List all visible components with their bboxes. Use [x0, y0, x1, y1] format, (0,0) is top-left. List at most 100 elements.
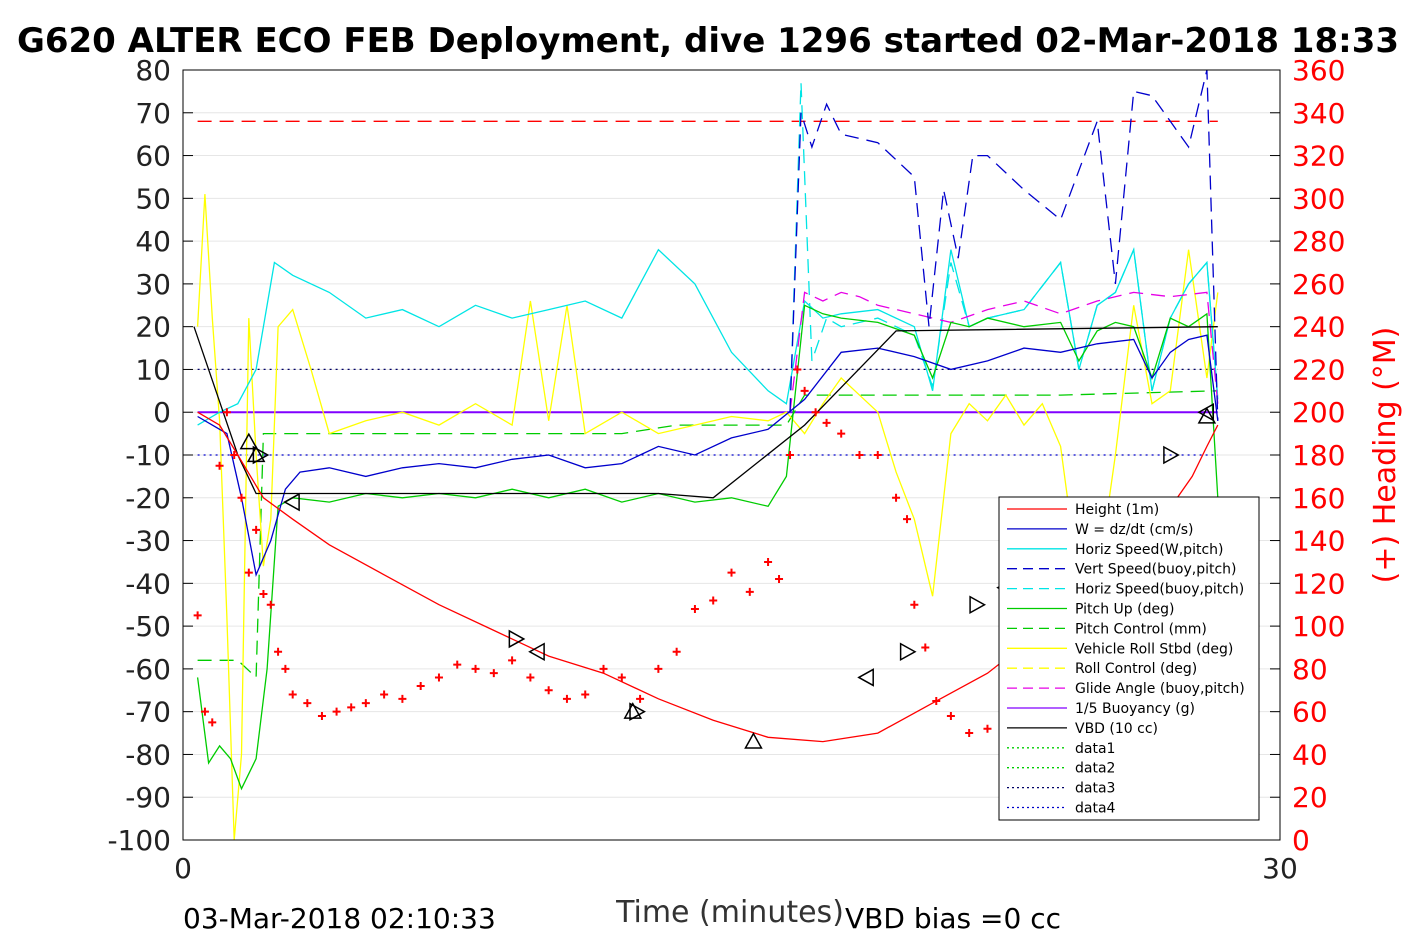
right-tick-label: 280: [1292, 225, 1345, 258]
heading-point: [222, 408, 231, 417]
legend-label: Vehicle Roll Stbd (deg): [1075, 641, 1233, 657]
heading-point: [380, 690, 389, 699]
heading-point: [317, 711, 326, 720]
heading-point: [946, 711, 955, 720]
heading-point: [690, 605, 699, 613]
legend-label: VBD (10 cc): [1075, 721, 1158, 737]
turn-marker: [252, 445, 270, 465]
right-tick-label: 140: [1292, 525, 1345, 558]
left-tick-label: -60: [125, 653, 171, 686]
right-tick-label: 120: [1292, 567, 1345, 600]
series-pitch-up: [196, 304, 1219, 791]
legend-label: data3: [1075, 781, 1115, 797]
heading-point: [837, 429, 846, 438]
turn-marker: [629, 702, 646, 721]
right-tick-label: 180: [1292, 439, 1345, 472]
right-tick-label: 220: [1292, 353, 1345, 386]
right-axis-ticks: 3603403203002802602402202001801601401201…: [1270, 54, 1345, 857]
right-tick-label: 80: [1292, 653, 1328, 686]
legend-label: Glide Angle (buoy,pitch): [1075, 681, 1245, 697]
turn-marker: [528, 642, 545, 662]
right-tick-label: 300: [1292, 182, 1345, 215]
footer-vbd-bias: VBD bias =0 cc: [845, 902, 1061, 935]
right-tick-label: 60: [1292, 696, 1328, 729]
heading-point: [266, 600, 275, 609]
heading-point: [398, 694, 407, 703]
x-axis-label: Time (minutes): [615, 895, 844, 930]
left-tick-label: -50: [125, 610, 171, 643]
turn-marker: [899, 642, 917, 662]
legend-label: Pitch Up (deg): [1075, 602, 1174, 618]
turn-marker: [969, 595, 987, 614]
heading-point: [822, 418, 831, 427]
heading-point: [303, 699, 312, 708]
legend-label: Height (1m): [1075, 502, 1159, 518]
heading-point: [965, 729, 974, 738]
heading-point: [727, 568, 736, 577]
heading-point: [281, 664, 290, 673]
right-tick-label: 20: [1292, 781, 1328, 814]
heading-point: [811, 408, 820, 417]
heading-point: [244, 568, 253, 577]
heading-point: [200, 707, 209, 716]
heading-point: [921, 643, 930, 652]
heading-point: [636, 694, 645, 703]
left-tick-label: 50: [135, 182, 171, 215]
heading-point: [274, 647, 283, 656]
heading-point: [526, 673, 535, 682]
heading-point: [903, 515, 912, 524]
left-tick-label: 30: [135, 268, 171, 301]
heading-point: [508, 656, 517, 665]
left-tick-label: 40: [135, 225, 171, 258]
left-tick-label: -100: [107, 824, 171, 857]
left-tick-label: -80: [125, 738, 171, 771]
turn-marker: [1197, 402, 1215, 422]
heading-point: [617, 673, 626, 682]
turn-marker: [1197, 406, 1217, 424]
series-w: [197, 334, 1219, 578]
heading-point: [709, 596, 718, 605]
heading-point: [434, 673, 443, 682]
right-tick-label: 260: [1292, 268, 1345, 301]
right-tick-label: 100: [1292, 610, 1345, 643]
heading-point: [215, 461, 224, 470]
left-axis-ticks: 80 70 60 50 40 30 20 10 0 -10 -20 -30 -40 -50 -60 -70 -8…: [107, 54, 193, 857]
turn-marker: [1163, 445, 1180, 465]
turn-marker: [744, 732, 763, 749]
legend-label: Vert Speed(buoy,pitch): [1075, 562, 1237, 578]
left-tick-label: 80: [135, 54, 171, 87]
heading-point: [786, 451, 795, 459]
series-roll: [196, 194, 1219, 841]
legend-label: data1: [1075, 741, 1115, 757]
left-tick-label: -20: [125, 482, 171, 515]
series-layer: [193, 69, 1219, 841]
heading-points: [193, 365, 1222, 759]
left-tick-label: -90: [125, 781, 171, 814]
legend-label: Horiz Speed(buoy,pitch): [1075, 582, 1244, 598]
heading-point: [764, 557, 773, 566]
heading-point: [252, 525, 261, 534]
legend-label: data4: [1075, 801, 1116, 817]
right-tick-label: 40: [1292, 738, 1328, 771]
legend-label: Horiz Speed(W,pitch): [1075, 542, 1223, 558]
heading-point: [489, 669, 498, 678]
right-tick-label: 340: [1292, 97, 1345, 130]
turn-marker: [283, 492, 300, 512]
legend-label: data2: [1075, 761, 1115, 777]
heading-point: [471, 664, 480, 673]
heading-point: [332, 707, 341, 716]
right-tick-label: 160: [1292, 482, 1345, 515]
turn-marker: [508, 629, 526, 649]
heading-point: [775, 575, 784, 584]
left-tick-label: -70: [125, 696, 171, 729]
heading-point: [793, 365, 802, 374]
heading-point: [932, 696, 941, 705]
left-tick-label: 20: [135, 311, 171, 344]
legend-box: [998, 496, 1260, 821]
series-glide: [789, 291, 1219, 413]
heading-point: [208, 718, 217, 727]
heading-point: [855, 451, 864, 459]
heading-point: [672, 647, 681, 656]
turn-marker: [239, 432, 259, 450]
